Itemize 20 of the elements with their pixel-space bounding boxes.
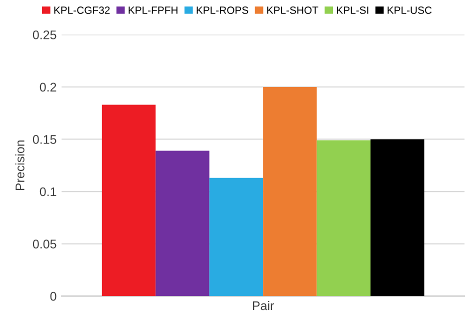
y-tick-label: 0.1 [40,187,56,196]
legend-label: KPL-USC [388,6,432,14]
y-tick-label: 0.15 [32,135,56,144]
legend-label: KPL-CGF32 [54,6,110,14]
legend-label: KPL-SI [337,6,368,14]
bar [156,150,210,296]
legend-label: KPL-FPFH [128,6,178,14]
bar [316,140,371,296]
y-tick-label: 0.2 [40,82,56,92]
y-axis-title: Precision [15,140,24,190]
y-tick-label: 0.05 [32,240,56,248]
legend-label: KPL-SHOT [267,6,318,14]
x-tick-label: Pair [252,300,274,310]
bar [102,104,156,296]
y-tick-label: 0.25 [32,30,56,40]
y-tick-label: 0 [50,292,56,301]
legend-label: KPL-ROPS [196,6,248,14]
bar [263,86,317,296]
bar [370,139,424,296]
bar [209,178,264,296]
